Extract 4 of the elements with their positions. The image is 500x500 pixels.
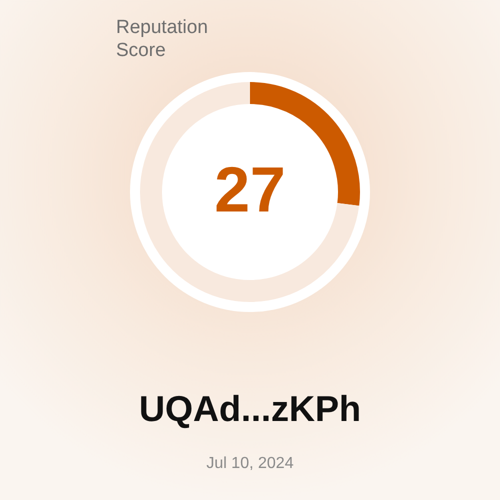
text: Jul 10, 2024	[205, 455, 295, 473]
data-label: 27	[214, 154, 286, 226]
text: UQAd...zKPh	[138, 388, 362, 430]
chart-title: Reputation Score	[116, 16, 209, 62]
